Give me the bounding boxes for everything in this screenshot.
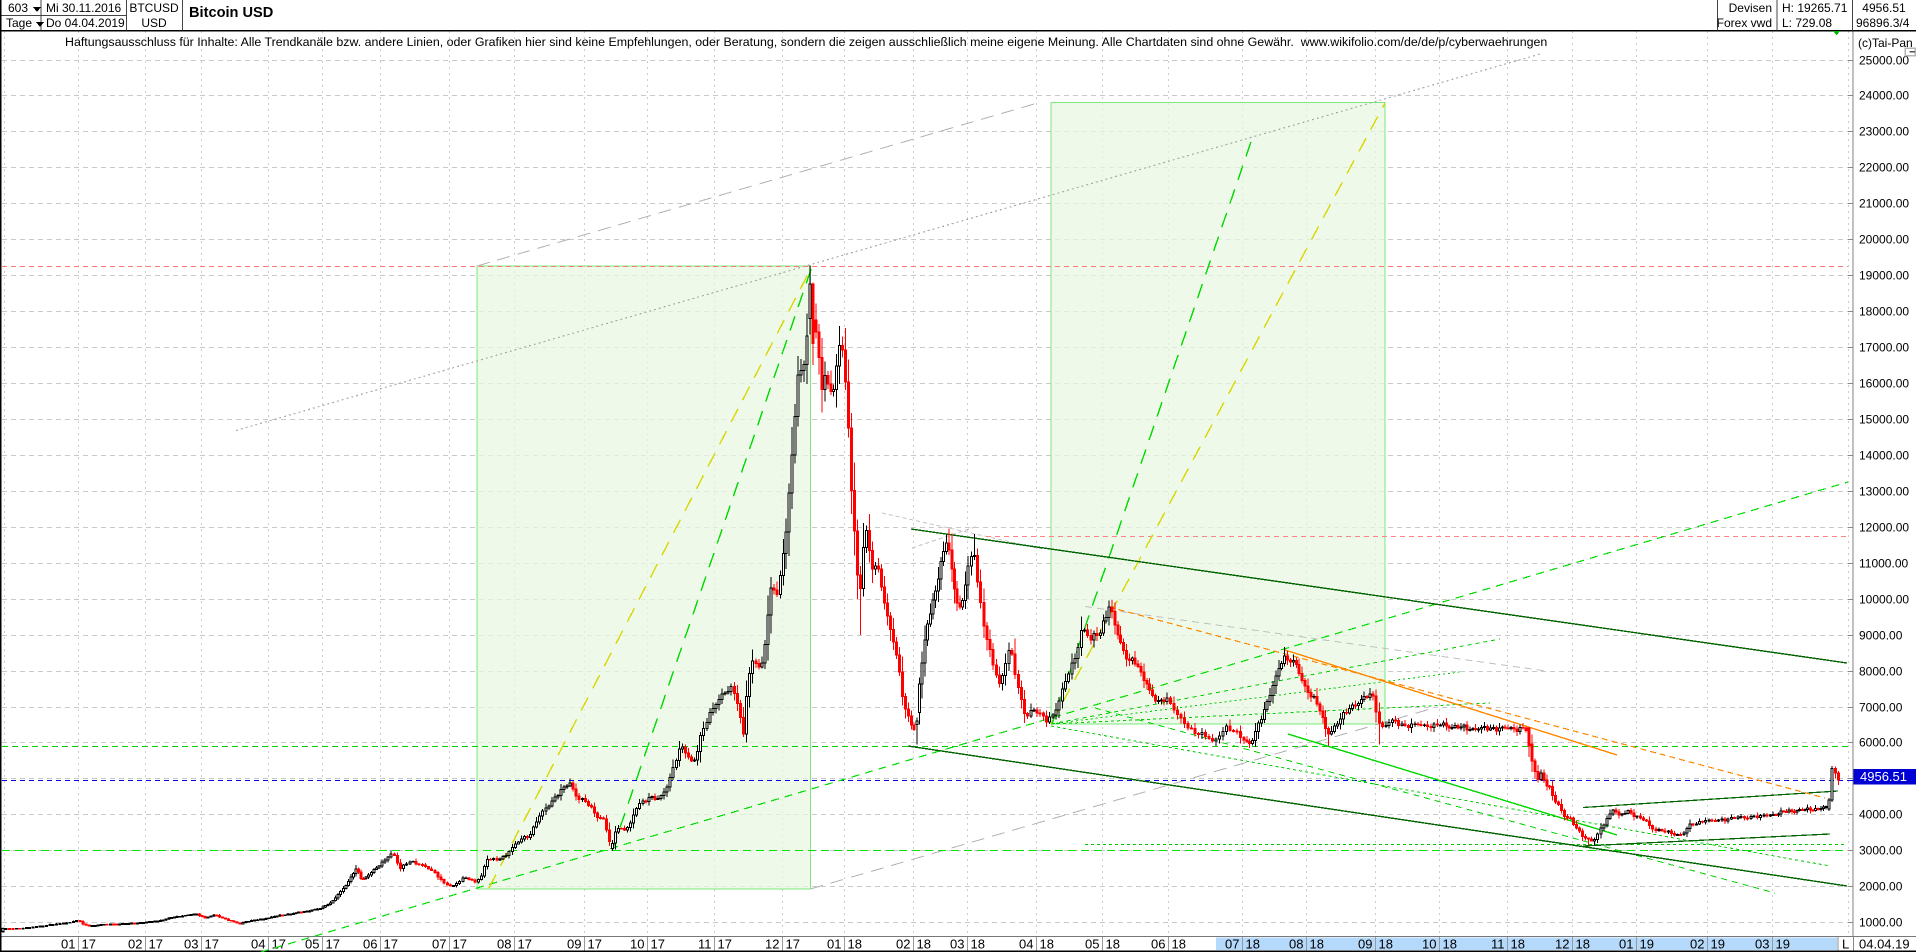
svg-text:18: 18: [1106, 937, 1120, 952]
svg-text:2000.00: 2000.00: [1859, 880, 1903, 894]
svg-text:21000.00: 21000.00: [1859, 197, 1909, 211]
svg-text:24000.00: 24000.00: [1859, 89, 1909, 103]
svg-text:Tage: Tage: [6, 16, 32, 30]
svg-text:1000.00: 1000.00: [1859, 916, 1903, 930]
svg-text:L: L: [1842, 937, 1849, 952]
svg-text:10: 10: [630, 937, 644, 952]
svg-text:Devisen: Devisen: [1729, 1, 1772, 15]
svg-text:14000.00: 14000.00: [1859, 449, 1909, 463]
svg-text:16000.00: 16000.00: [1859, 377, 1909, 391]
svg-text:Haftungsausschluss für Inhalte: Haftungsausschluss für Inhalte: Alle Tre…: [65, 35, 1547, 49]
svg-text:12000.00: 12000.00: [1859, 521, 1909, 535]
svg-text:07: 07: [432, 937, 446, 952]
svg-text:01: 01: [827, 937, 841, 952]
svg-text:17: 17: [326, 937, 340, 952]
svg-text:08: 08: [1289, 937, 1303, 952]
svg-text:04: 04: [1019, 937, 1033, 952]
svg-text:12: 12: [765, 937, 779, 952]
svg-text:19: 19: [1640, 937, 1654, 952]
svg-text:07: 07: [1225, 937, 1239, 952]
svg-text:USD: USD: [141, 16, 167, 30]
svg-text:09: 09: [567, 937, 581, 952]
svg-text:Do 04.04.2019: Do 04.04.2019: [46, 16, 125, 30]
svg-text:17: 17: [149, 937, 163, 952]
svg-text:18: 18: [1310, 937, 1324, 952]
svg-text:96896.3/4: 96896.3/4: [1856, 16, 1910, 30]
svg-text:L: 729.08: L: 729.08: [1782, 16, 1832, 30]
svg-text:19000.00: 19000.00: [1859, 269, 1909, 283]
svg-text:05: 05: [1085, 937, 1099, 952]
svg-text:17: 17: [588, 937, 602, 952]
svg-text:6000.00: 6000.00: [1859, 736, 1903, 750]
svg-text:3000.00: 3000.00: [1859, 844, 1903, 858]
svg-text:02: 02: [1690, 937, 1704, 952]
svg-text:01: 01: [1619, 937, 1633, 952]
svg-text:02: 02: [896, 937, 910, 952]
svg-text:18: 18: [1511, 937, 1525, 952]
svg-text:H: 19265.71: H: 19265.71: [1782, 1, 1848, 15]
svg-text:18: 18: [971, 937, 985, 952]
svg-text:18000.00: 18000.00: [1859, 305, 1909, 319]
svg-text:17: 17: [453, 937, 467, 952]
svg-text:12: 12: [1555, 937, 1569, 952]
svg-text:08: 08: [497, 937, 511, 952]
svg-text:13000.00: 13000.00: [1859, 485, 1909, 499]
svg-text:Forex vwd: Forex vwd: [1717, 16, 1772, 30]
svg-text:11: 11: [1491, 937, 1505, 952]
svg-text:18: 18: [1246, 937, 1260, 952]
svg-text:19: 19: [1711, 937, 1725, 952]
svg-text:03: 03: [184, 937, 198, 952]
svg-text:17: 17: [718, 937, 732, 952]
svg-text:17: 17: [518, 937, 532, 952]
svg-text:18: 18: [1443, 937, 1457, 952]
svg-text:9000.00: 9000.00: [1859, 629, 1903, 643]
svg-text:8000.00: 8000.00: [1859, 665, 1903, 679]
svg-text:4956.51: 4956.51: [1860, 769, 1907, 784]
svg-text:06: 06: [1151, 937, 1165, 952]
svg-text:4956.51: 4956.51: [1862, 1, 1906, 15]
svg-text:17000.00: 17000.00: [1859, 341, 1909, 355]
svg-text:04: 04: [251, 937, 265, 952]
svg-text:18: 18: [1172, 937, 1186, 952]
svg-text:17: 17: [205, 937, 219, 952]
svg-text:23000.00: 23000.00: [1859, 125, 1909, 139]
svg-text:09: 09: [1358, 937, 1372, 952]
svg-text:Bitcoin USD: Bitcoin USD: [189, 5, 273, 21]
svg-text:11: 11: [698, 937, 712, 952]
svg-text:02: 02: [128, 937, 142, 952]
svg-text:18: 18: [1040, 937, 1054, 952]
svg-text:20000.00: 20000.00: [1859, 233, 1909, 247]
svg-text:25000.00: 25000.00: [1859, 54, 1909, 68]
svg-text:03: 03: [950, 937, 964, 952]
svg-text:05: 05: [305, 937, 319, 952]
svg-text:BTCUSD: BTCUSD: [129, 1, 179, 15]
svg-text:17: 17: [786, 937, 800, 952]
svg-text:22000.00: 22000.00: [1859, 161, 1909, 175]
svg-text:15000.00: 15000.00: [1859, 413, 1909, 427]
svg-text:Mi 30.11.2016: Mi 30.11.2016: [46, 1, 121, 15]
svg-text:18: 18: [1576, 937, 1590, 952]
svg-text:19: 19: [1776, 937, 1790, 952]
svg-text:18: 18: [848, 937, 862, 952]
svg-text:18: 18: [1379, 937, 1393, 952]
svg-text:17: 17: [651, 937, 665, 952]
svg-text:06: 06: [363, 937, 377, 952]
svg-text:(c)Tai-Pan: (c)Tai-Pan: [1858, 36, 1913, 50]
svg-text:03: 03: [1755, 937, 1769, 952]
svg-text:17: 17: [272, 937, 286, 952]
svg-text:18: 18: [917, 937, 931, 952]
svg-text:603: 603: [8, 1, 28, 15]
svg-text:10000.00: 10000.00: [1859, 593, 1909, 607]
svg-text:17: 17: [82, 937, 96, 952]
svg-text:4000.00: 4000.00: [1859, 808, 1903, 822]
svg-text:01: 01: [61, 937, 75, 952]
svg-text:11000.00: 11000.00: [1859, 557, 1908, 571]
svg-text:10: 10: [1422, 937, 1436, 952]
svg-text:17: 17: [384, 937, 398, 952]
svg-text:04.04.19: 04.04.19: [1859, 937, 1910, 952]
svg-text:7000.00: 7000.00: [1859, 701, 1903, 715]
